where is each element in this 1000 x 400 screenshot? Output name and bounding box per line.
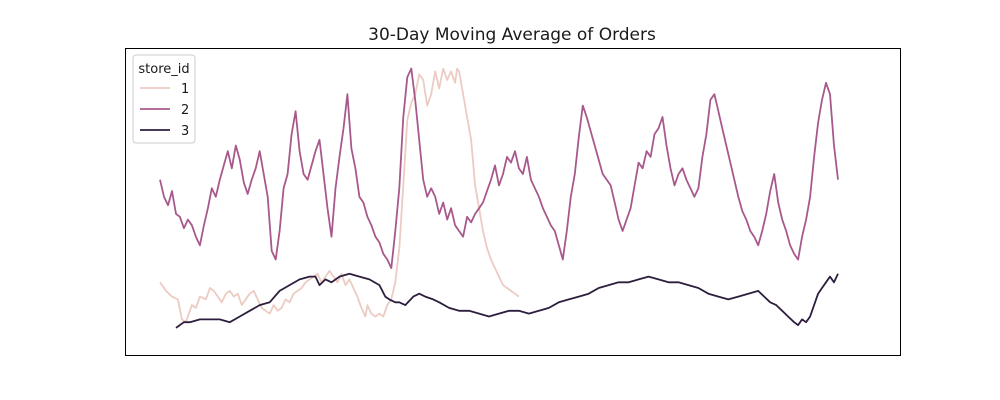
series-line-store-1	[159, 67, 520, 324]
plot-area-frame	[125, 48, 901, 356]
legend-label-store-2: 2	[181, 103, 189, 118]
legend: store_id 1 2 3	[132, 54, 196, 144]
series-lines	[159, 67, 839, 329]
legend-label-store-3: 3	[181, 124, 189, 139]
legend-box	[132, 54, 196, 144]
legend-label-store-1: 1	[181, 82, 189, 97]
series-line-store-3	[175, 272, 839, 329]
chart-title: 30-Day Moving Average of Orders	[368, 25, 656, 45]
legend-title: store_id	[138, 62, 189, 77]
series-line-store-2	[159, 67, 839, 270]
legend-items: 1 2 3	[140, 82, 189, 139]
